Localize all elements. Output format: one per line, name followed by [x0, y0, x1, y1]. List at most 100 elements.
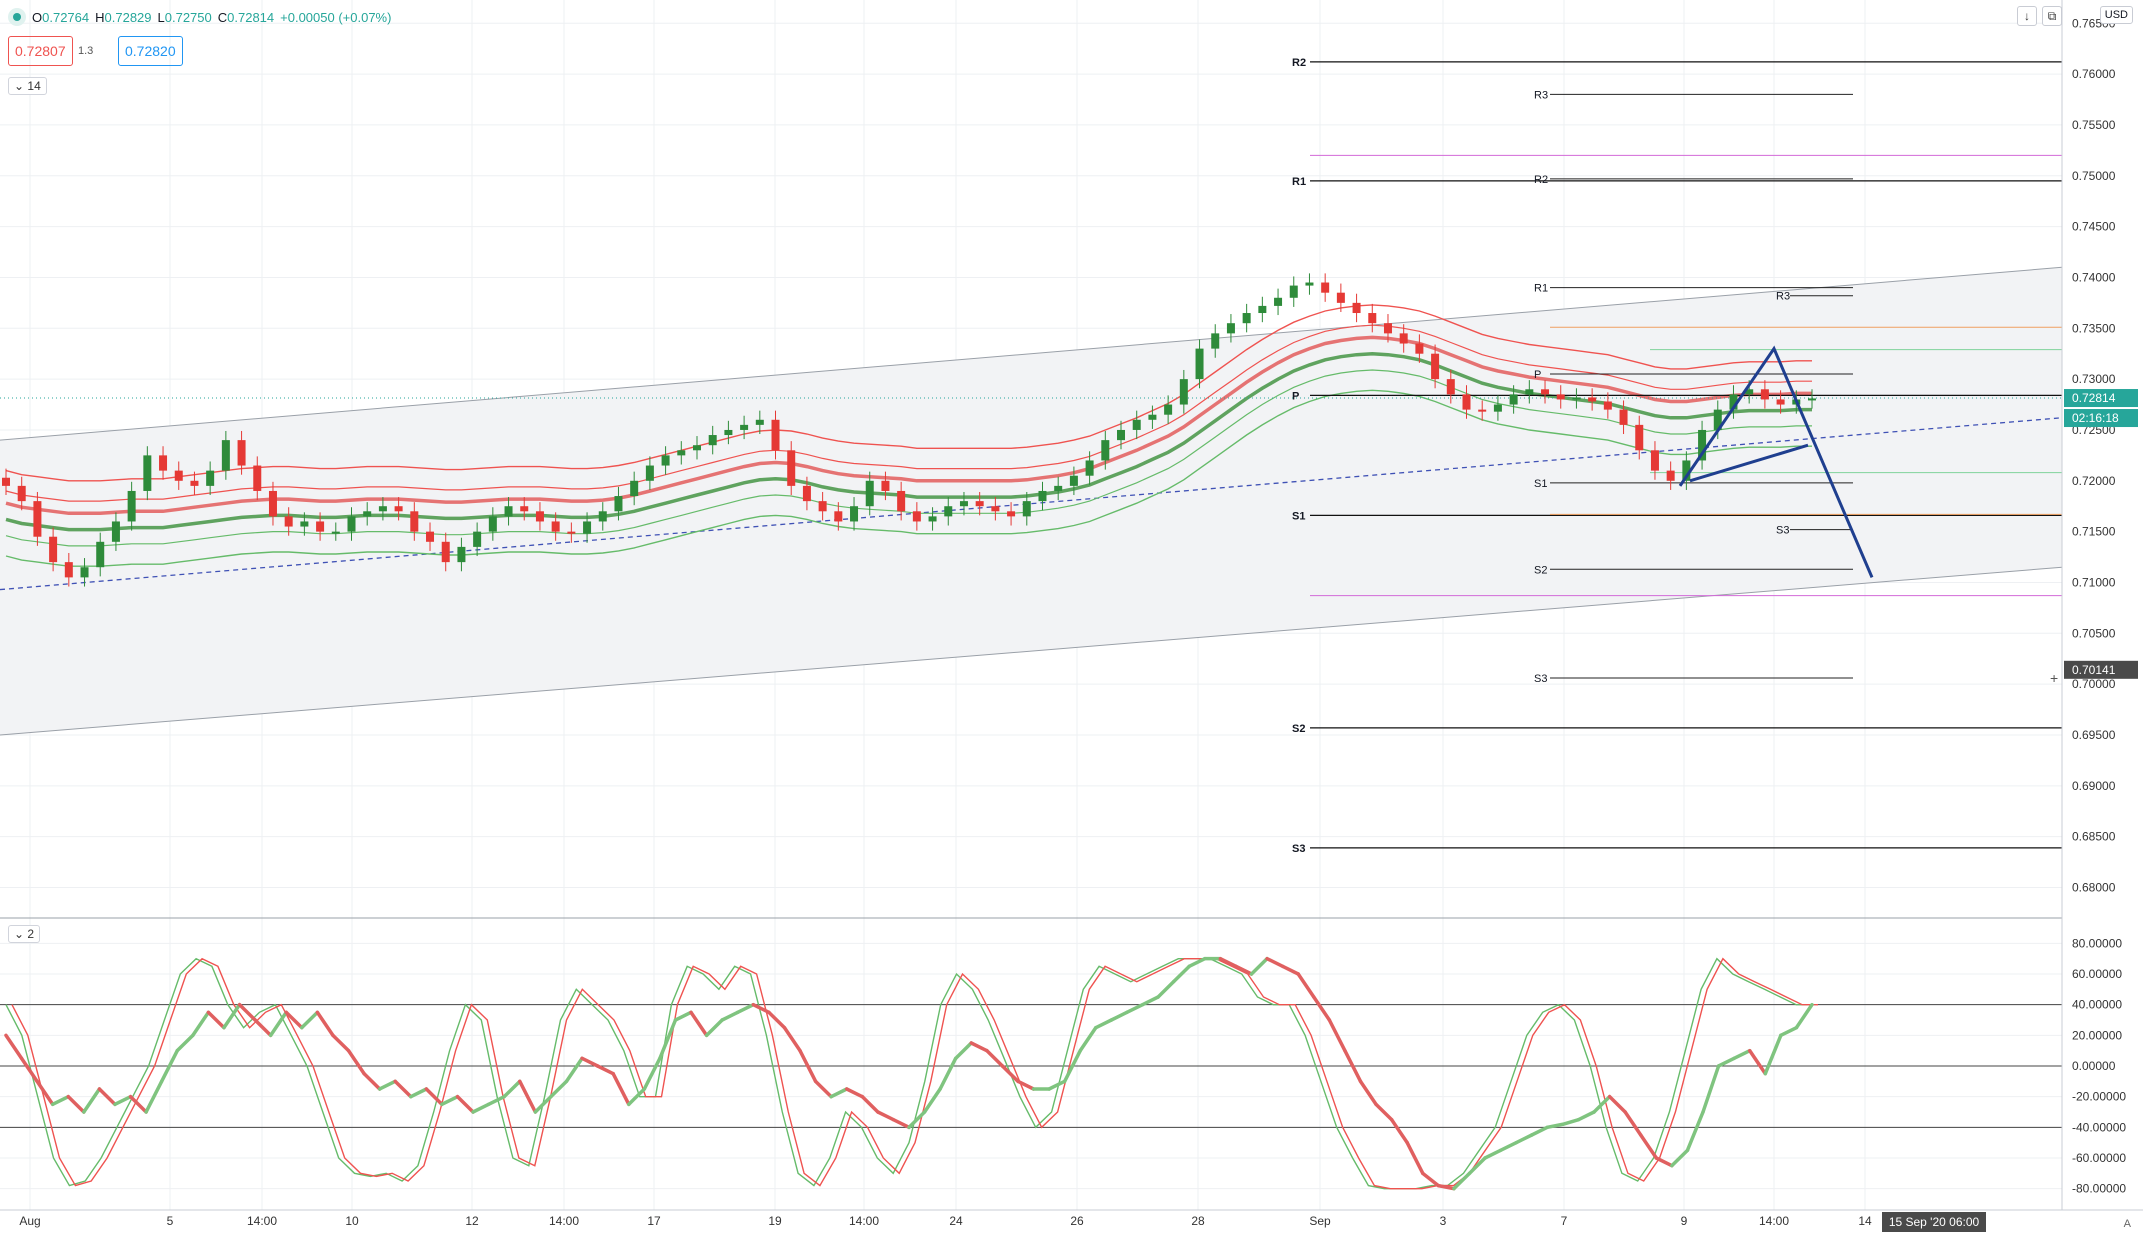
price-tick-label: 0.69000 — [2072, 779, 2116, 793]
osc-slow-segment — [377, 1079, 397, 1091]
maximize-button[interactable]: ⧉ — [2042, 6, 2062, 26]
osc-slow-segment — [1514, 1133, 1534, 1145]
candle-body — [1148, 414, 1157, 420]
upper-band-inner — [5, 324, 1812, 502]
crosshair-plus-icon[interactable]: + — [2050, 670, 2059, 686]
price-tick-label: 0.73500 — [2072, 321, 2116, 335]
osc-slow-segment — [611, 1071, 631, 1107]
osc-slow-segment — [642, 1056, 662, 1091]
candle-body — [944, 506, 953, 517]
osc-slow-segment — [751, 1002, 771, 1015]
candle-body — [1179, 379, 1188, 405]
osc-slow-segment — [518, 1079, 538, 1114]
candle-body — [1038, 490, 1047, 502]
candle-body — [708, 435, 717, 446]
candle-body — [991, 506, 1000, 512]
candle-body — [1525, 389, 1534, 395]
price-tick-label: 0.71000 — [2072, 575, 2116, 589]
chevron-down-icon: ⌄ — [14, 927, 25, 941]
indicator-toggle-main[interactable]: ⌄ 14 — [8, 77, 47, 95]
osc-slow-segment — [1389, 1117, 1409, 1145]
osc-slow-segment — [144, 1079, 164, 1114]
candle-body — [1745, 389, 1754, 395]
spread-label: 1.3 — [78, 45, 94, 57]
weekly-pivot-label-p: P — [1292, 390, 1299, 402]
maximize-icon: ⧉ — [2047, 9, 2057, 23]
price-tick-label: 0.75000 — [2072, 169, 2116, 183]
osc-slow-segment — [268, 1010, 288, 1038]
candle-body — [457, 546, 466, 563]
osc-slow-segment — [315, 1010, 335, 1038]
candle-body — [692, 445, 701, 451]
slow-ma-red — [5, 335, 1812, 516]
upper-band-outer — [5, 304, 1812, 482]
candle-body — [1698, 429, 1707, 461]
candle-body — [174, 470, 183, 481]
osc-slow-segment — [1670, 1148, 1690, 1168]
candle-body — [959, 501, 968, 507]
osc-slow-segment — [1576, 1110, 1596, 1122]
candle-body — [677, 450, 686, 456]
time-tick-label: 12 — [465, 1214, 479, 1228]
time-tick-label: 14 — [1858, 1214, 1872, 1228]
candle-body — [598, 511, 607, 522]
time-tick-label: Sep — [1309, 1214, 1331, 1228]
osc-slow-segment — [689, 1010, 709, 1038]
candle-body — [1054, 485, 1063, 491]
osc-slow-segment — [1592, 1094, 1612, 1114]
daily-pivot-label-p: P — [1534, 369, 1541, 381]
osc-slow-segment — [253, 1018, 273, 1038]
currency-label[interactable]: USD — [2099, 6, 2133, 24]
osc-slow-segment — [1140, 995, 1160, 1007]
osc-slow-segment — [922, 1087, 942, 1114]
candle-body — [1572, 397, 1581, 400]
candle-body — [1069, 475, 1078, 486]
osc-slow-segment — [1701, 1064, 1721, 1114]
osc-slow-segment — [128, 1094, 148, 1114]
candle-body — [834, 511, 843, 522]
indicator-toggle-oscillator[interactable]: ⌄ 2 — [8, 925, 41, 943]
candle-body — [1776, 399, 1785, 405]
osc-slow-segment — [658, 1018, 678, 1061]
time-tick-label: 10 — [345, 1214, 359, 1228]
change-value: +0.00050 (+0.07%) — [280, 9, 392, 25]
candle-body — [221, 440, 230, 471]
osc-slow-segment — [1685, 1110, 1705, 1153]
osc-tick-label: 40.00000 — [2072, 998, 2122, 1012]
osc-fast-green — [5, 957, 1812, 1190]
osc-slow-segment — [1374, 1102, 1394, 1122]
scroll-down-button[interactable]: ↓ — [2017, 6, 2037, 26]
osc-slow-segment — [876, 1110, 896, 1122]
osc-slow-segment — [782, 1025, 802, 1053]
daily-pivot-label-s1: S1 — [1534, 478, 1547, 490]
price-axis-bg — [2062, 0, 2143, 1234]
candle-body — [787, 450, 796, 486]
open-value: 0.72764 — [42, 9, 90, 25]
osc-slow-segment — [159, 1048, 180, 1084]
weekly-pivot-label-s2: S2 — [1292, 723, 1305, 735]
candle-body — [33, 501, 42, 537]
oscillator-pane — [0, 917, 2143, 1191]
osc-slow-segment — [237, 1002, 257, 1022]
osc-slow-segment — [50, 1094, 71, 1107]
candle-body — [818, 501, 827, 512]
sell-button[interactable]: 0.72807 — [8, 36, 73, 66]
time-tick-label: 17 — [647, 1214, 661, 1228]
buy-button[interactable]: 0.72820 — [118, 36, 183, 66]
osc-slow-segment — [1265, 956, 1285, 969]
sub-pivot-label-r3: R3 — [1776, 291, 1790, 303]
candle-body — [661, 455, 670, 466]
auto-scale-button[interactable]: A — [2123, 1218, 2131, 1230]
candle-body — [1509, 394, 1518, 405]
osc-slow-segment — [113, 1094, 133, 1107]
osc-slow-segment — [191, 1010, 211, 1038]
candle-body — [1431, 353, 1440, 380]
weekly-pivot-label-r1: R1 — [1292, 176, 1306, 188]
time-tick-label: 14:00 — [247, 1214, 277, 1228]
cursor-price-tag-bg — [2064, 660, 2138, 679]
candle-body — [1211, 333, 1220, 349]
candle-body — [1760, 389, 1769, 400]
time-tick-label: 28 — [1191, 1214, 1205, 1228]
osc-slow-segment — [1171, 964, 1191, 984]
